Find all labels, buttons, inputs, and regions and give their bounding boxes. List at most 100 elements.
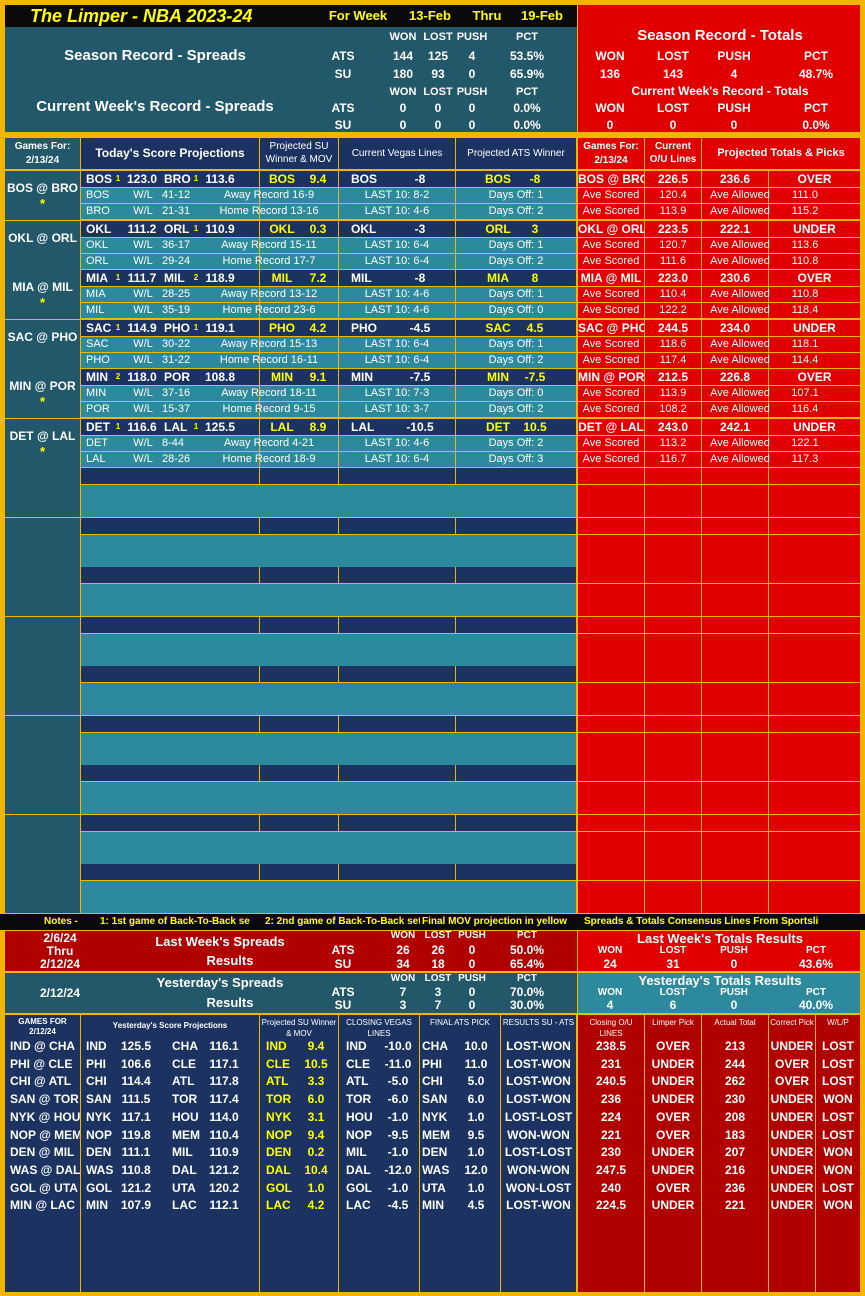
ave-allowed: 110.8 [791, 255, 819, 267]
days-off: Days Off: 1 [488, 189, 544, 201]
main-row [81, 171, 259, 187]
y-team2: MIL [172, 1145, 193, 1160]
y-score2: 110.4 [209, 1127, 239, 1142]
empty [769, 765, 860, 781]
score1: 123.0 [126, 172, 158, 186]
stat-row-red [769, 238, 860, 253]
y-su: LAC [266, 1198, 291, 1213]
y-vteam: DAL [346, 1162, 371, 1177]
pick-cell [769, 419, 860, 435]
empty [260, 617, 338, 633]
col-head: LOST [423, 31, 453, 43]
current-spreads-title: Current Week's Record - Spreads [36, 98, 274, 115]
y-su: ATL [266, 1074, 289, 1089]
empty [702, 617, 768, 633]
yd-tot-val: 0 [730, 998, 738, 1012]
empty [702, 881, 768, 913]
empty [702, 535, 768, 567]
yh-proj: Yesterday's Score Projections [112, 1021, 228, 1030]
empty [702, 584, 768, 616]
empty [578, 683, 644, 715]
empty [702, 765, 768, 781]
empty [339, 765, 455, 781]
ave-scored: 113.2 [659, 437, 687, 449]
col-head: PUSH [456, 86, 488, 98]
empty [769, 468, 860, 484]
y-aline: 1.0 [467, 1109, 485, 1124]
empty [645, 864, 701, 880]
ave-allowed-label: Ave Allowed [710, 354, 770, 366]
wl-record: 36-17 [162, 239, 191, 251]
vegas-line: -10.5 [406, 420, 434, 434]
lw-ats: 26 [396, 943, 410, 957]
totals-head: Projected Totals & Picks [717, 147, 845, 159]
y-result: LOST-WON [506, 1092, 571, 1107]
y-su: TOR [266, 1092, 292, 1107]
lw-results: Results [206, 953, 254, 968]
main-row [81, 369, 259, 385]
yt-col [645, 1015, 701, 1292]
y-score2: 117.1 [209, 1056, 239, 1071]
stat-row-red [702, 402, 768, 417]
stat-row [260, 238, 338, 253]
ave-scored-label: Ave Scored [582, 437, 640, 449]
empty-label [5, 864, 80, 913]
days-off: Days Off: 1 [488, 338, 544, 350]
pick: OVER [797, 172, 832, 186]
season-totals-title: Season Record - Totals [637, 27, 803, 44]
y-correct: UNDER [770, 1109, 814, 1124]
y-ou: 224 [600, 1109, 622, 1124]
season-su-val: 0 [468, 67, 476, 81]
y-team1: IND [86, 1039, 107, 1053]
ave-allowed: 113.6 [791, 239, 819, 251]
stat-row-red [645, 452, 701, 467]
ou-line: 212.5 [657, 370, 689, 384]
last-10: LAST 10: 6-4 [364, 354, 430, 366]
ats-line: 10.5 [523, 420, 547, 434]
vegas-team: PHO [351, 321, 378, 335]
back-to-back-star [5, 247, 80, 261]
empty [578, 733, 644, 765]
y-ateam: MIN [422, 1198, 444, 1213]
y-wlp: LOST [822, 1127, 854, 1142]
game-label-cell [5, 419, 80, 468]
tot-team [578, 369, 644, 385]
stat-team: BRO [86, 205, 110, 217]
y-score2: 117.4 [209, 1092, 239, 1107]
stat-row [81, 188, 259, 203]
y-result: WON-WON [507, 1127, 570, 1142]
week-ats-val: 0.0% [513, 101, 541, 115]
empty [769, 864, 860, 880]
empty [81, 634, 576, 666]
yd-spreads [5, 973, 577, 1013]
y-mov: 0.2 [307, 1145, 325, 1160]
y-matchup: GOL @ UTA [10, 1180, 78, 1195]
y-team1: MIN [86, 1198, 108, 1213]
tot-matchup: BOS @ BRO [578, 172, 644, 186]
days-off: Days Off: 1 [488, 288, 544, 300]
stat-row [260, 204, 338, 219]
yt-col [816, 1015, 860, 1292]
y-correct: UNDER [770, 1180, 814, 1195]
yt-col [260, 1015, 338, 1292]
score1: 111.2 [127, 222, 157, 236]
score2: 110.9 [205, 222, 235, 236]
stat-row [260, 353, 338, 368]
team2: MIL [164, 271, 185, 285]
ave-scored: 118.6 [659, 338, 687, 350]
mov: 9.1 [309, 370, 327, 384]
y-matchup: WAS @ DAL [10, 1162, 80, 1177]
pick: OVER [797, 271, 832, 285]
empty-label [5, 468, 80, 517]
y-team2: UTA [172, 1180, 196, 1195]
yd-date: 2/12/24 [39, 986, 81, 1000]
stat-row [81, 353, 259, 368]
ou-cell [645, 270, 701, 286]
team2: POR [164, 370, 191, 384]
empty [260, 666, 338, 682]
stat-row-red [645, 337, 701, 352]
lw-su: 18 [431, 957, 445, 971]
season-tot-val: 4 [730, 67, 738, 81]
empty [645, 782, 701, 814]
empty [81, 733, 576, 765]
